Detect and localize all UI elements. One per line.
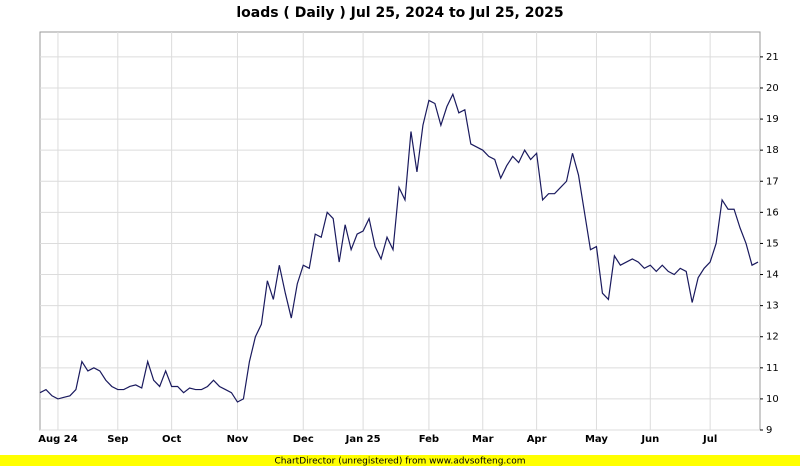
y-tick-label: 20 [766,83,779,94]
y-tick-label: 14 [766,270,779,281]
x-tick-label: May [585,434,608,445]
x-tick-label: Feb [419,434,439,445]
footer-bar [0,455,800,466]
plot-area [39,31,761,431]
y-tick-label: 17 [766,176,779,187]
y-tick-label: 19 [766,114,779,125]
y-tick-label: 10 [766,394,779,405]
y-tick-label: 16 [766,207,779,218]
x-tick-label: Oct [162,434,181,445]
data-line [39,92,759,403]
x-tick-label: Sep [107,434,128,445]
y-tick-label: 12 [766,332,779,343]
x-tick-label: Jul [702,434,717,445]
x-tick-label: Mar [472,434,494,445]
x-tick-label: Aug 24 [38,434,77,445]
y-tick-label: 18 [766,145,779,156]
y-tick-label: 21 [766,52,779,63]
x-tick-label: Nov [227,434,249,445]
y-tick-label: 15 [766,238,779,249]
x-tick-label: Apr [527,434,547,445]
x-tick-label: Dec [293,434,314,445]
x-tick-label: Jun [640,434,659,445]
x-tick-label: Jan 25 [345,434,381,445]
y-tick-label: 11 [766,363,779,374]
footer-text: ChartDirector (unregistered) from www.ad… [274,457,525,467]
y-tick-label: 9 [766,425,772,436]
y-tick-label: 13 [766,301,779,312]
chart-title: loads ( Daily ) Jul 25, 2024 to Jul 25, … [236,5,563,21]
